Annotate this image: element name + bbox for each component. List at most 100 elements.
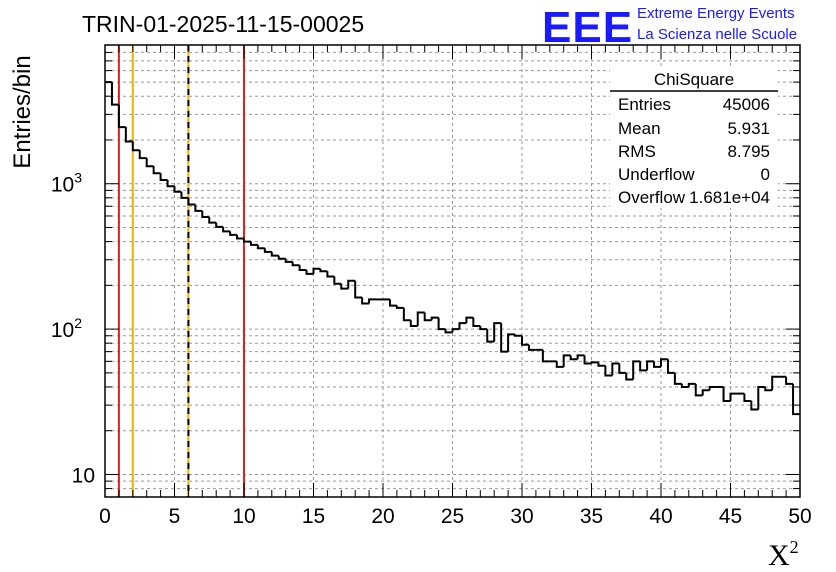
logo-line-1: Extreme Energy Events — [637, 5, 795, 22]
stats-rms-label: RMS — [618, 142, 656, 161]
x-tick-label: 0 — [99, 505, 111, 528]
histogram-bin — [131, 141, 140, 152]
histogram-bin — [555, 361, 564, 368]
histogram-bin — [750, 401, 759, 411]
histogram-bin — [236, 234, 244, 240]
histogram-bin — [201, 210, 210, 219]
histogram-bin — [388, 299, 397, 307]
stats-title: ChiSquare — [654, 70, 734, 89]
histogram-bin — [708, 385, 717, 391]
x-tick-label: 35 — [580, 505, 603, 528]
histogram-bin — [771, 375, 780, 391]
histogram-bin — [527, 344, 536, 351]
histogram-bin — [625, 372, 634, 381]
histogram-bin — [263, 248, 272, 253]
x-tick-label: 20 — [371, 505, 394, 528]
histogram-bin — [256, 244, 265, 250]
histogram-bin — [437, 317, 446, 331]
logo-line-2: La Scienza nelle Scuole — [637, 26, 797, 43]
histogram-bin — [298, 265, 307, 272]
histogram-bin — [138, 150, 147, 160]
stats-underflow-value: 0 — [761, 165, 770, 184]
histogram-bin — [493, 322, 502, 342]
histogram-bin — [562, 354, 571, 367]
histogram-bin — [653, 361, 661, 368]
stats-overflow-label: Overflow — [618, 188, 686, 207]
histogram-bin — [145, 158, 154, 168]
histogram-bin — [444, 329, 453, 334]
histogram-bin — [180, 191, 189, 199]
histogram-bin — [312, 267, 321, 274]
histogram-bin — [423, 312, 432, 322]
x-tick-label: 25 — [441, 505, 464, 528]
histogram-bin — [249, 241, 258, 246]
histogram-bin — [340, 283, 349, 290]
histogram-bin — [792, 383, 800, 416]
histogram-bin — [395, 305, 404, 309]
histogram-bin — [757, 385, 766, 410]
histogram-bin — [124, 127, 133, 143]
histogram-bin — [583, 355, 592, 365]
histogram-bin — [333, 276, 342, 285]
histogram-bin — [319, 268, 328, 273]
stats-mean-value: 5.931 — [727, 119, 770, 138]
y-tick-label: 103 — [51, 170, 82, 197]
histogram-bin — [402, 307, 411, 322]
histogram-bin — [472, 317, 481, 328]
x-tick-label: 5 — [169, 505, 181, 528]
histogram-bin — [166, 180, 175, 188]
histogram-bin — [458, 322, 467, 330]
histogram-bin — [764, 386, 773, 392]
grid — [105, 44, 800, 498]
histogram-bin — [208, 217, 217, 224]
histogram-bin — [521, 335, 529, 346]
histogram-bin — [416, 311, 425, 327]
histogram-bin — [215, 222, 224, 228]
histogram-bin — [514, 334, 522, 337]
axes: 0 5 10 15 20 25 30 35 40 45 50 10 102 103 — [51, 44, 812, 528]
histogram-bin — [243, 238, 251, 243]
histogram-bin — [632, 360, 641, 380]
stats-box: ChiSquare Entries 45006 Mean 5.931 RMS 8… — [610, 66, 778, 208]
histogram-bin — [660, 358, 668, 367]
histogram-bin — [611, 362, 620, 376]
histogram-bin — [326, 271, 335, 278]
histogram-bin — [722, 386, 731, 403]
logo-mark: EEE — [542, 3, 633, 52]
x-tick-label: 30 — [510, 505, 533, 528]
histogram-bin — [117, 104, 126, 129]
histogram-bin — [270, 251, 279, 257]
histogram-series — [105, 81, 800, 416]
histogram-bin — [305, 270, 314, 275]
stats-box-bg — [610, 66, 778, 208]
x-tick-label: 40 — [649, 505, 672, 528]
histogram-bin — [576, 354, 585, 360]
histogram-bin — [507, 333, 516, 352]
histogram-bin — [729, 392, 738, 402]
histogram-bin — [590, 361, 599, 364]
x-tick-label: 45 — [719, 505, 742, 528]
histogram-bin — [430, 316, 439, 321]
histogram-bin — [187, 197, 196, 206]
marker-lines — [117, 45, 245, 497]
histogram-bin — [569, 355, 578, 361]
histogram-bin — [694, 383, 703, 397]
histogram-bin — [743, 393, 752, 403]
stats-underflow-label: Underflow — [618, 165, 695, 184]
histogram-bin — [347, 279, 356, 289]
stats-entries-value: 45006 — [723, 95, 770, 114]
histogram-bin — [639, 361, 648, 372]
chart-title: TRIN-01-2025-11-15-00025 — [82, 11, 364, 37]
histogram-bin — [152, 166, 161, 175]
histogram-bin — [451, 328, 460, 333]
histogram-bin — [110, 82, 119, 106]
histogram-bin — [541, 349, 550, 363]
histogram-bin — [229, 231, 238, 236]
histogram-bin — [409, 320, 418, 328]
histogram-bin — [159, 173, 168, 182]
histogram-bin — [479, 326, 488, 331]
stats-entries-label: Entries — [618, 95, 671, 114]
histogram-bin — [486, 329, 495, 343]
stats-rms-value: 8.795 — [727, 142, 770, 161]
